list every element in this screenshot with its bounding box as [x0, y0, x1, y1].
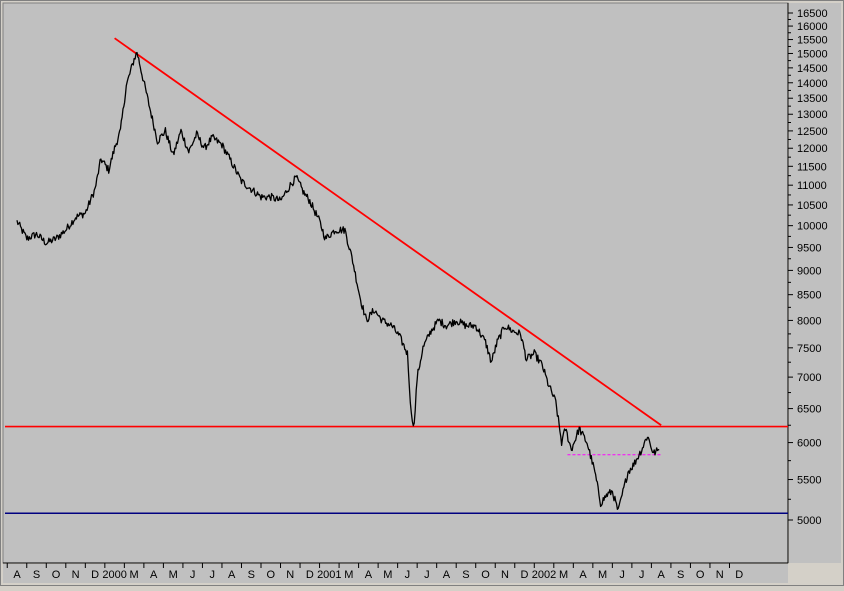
y-tick-label: 7500	[797, 343, 821, 355]
x-tick-label: J	[424, 569, 430, 581]
y-tick-label: 8500	[797, 290, 821, 302]
y-tick-label: 12000	[797, 143, 828, 155]
x-tick-label: M	[383, 569, 392, 581]
x-tick-label: O	[52, 569, 61, 581]
x-tick-label: D	[521, 569, 529, 581]
y-tick-label: 14000	[797, 78, 828, 90]
x-tick-label: S	[677, 569, 684, 581]
x-tick-label: J	[209, 569, 215, 581]
x-tick-label: J	[639, 569, 645, 581]
y-tick-label: 13000	[797, 109, 828, 121]
x-tick-label: J	[190, 569, 196, 581]
x-tick-label: A	[443, 569, 451, 581]
x-tick-label: J	[405, 569, 411, 581]
y-tick-label: 6000	[797, 438, 821, 450]
x-tick-label: S	[33, 569, 40, 581]
x-tick-label: A	[365, 569, 373, 581]
y-tick-label: 9500	[797, 242, 821, 254]
x-tick-label: N	[501, 569, 509, 581]
x-tick-label: A	[228, 569, 236, 581]
x-tick-label: O	[481, 569, 490, 581]
y-tick-label: 15500	[797, 35, 828, 47]
x-axis-band	[3, 564, 788, 583]
y-tick-label: 10500	[797, 200, 828, 212]
y-tick-label: 12500	[797, 126, 828, 138]
y-tick-label: 13500	[797, 93, 828, 105]
x-tick-label: 2001	[317, 569, 341, 581]
y-tick-label: 9000	[797, 265, 821, 277]
x-tick-label: A	[579, 569, 587, 581]
x-tick-label: S	[248, 569, 255, 581]
x-tick-label: A	[657, 569, 665, 581]
x-tick-label: O	[266, 569, 275, 581]
x-tick-label: S	[462, 569, 469, 581]
y-tick-label: 14500	[797, 63, 828, 75]
x-tick-label: M	[559, 569, 568, 581]
y-tick-label: 16500	[797, 8, 828, 20]
x-tick-label: O	[696, 569, 705, 581]
x-tick-label: 2002	[532, 569, 556, 581]
x-tick-label: N	[72, 569, 80, 581]
y-axis-band	[789, 3, 841, 563]
y-tick-label: 5500	[797, 475, 821, 487]
y-tick-label: 7000	[797, 372, 821, 384]
x-tick-label: A	[150, 569, 158, 581]
x-tick-label: N	[716, 569, 724, 581]
x-tick-label: M	[169, 569, 178, 581]
x-tick-label: M	[130, 569, 139, 581]
x-tick-label: A	[13, 569, 21, 581]
y-tick-label: 11000	[797, 180, 827, 192]
y-tick-label: 15000	[797, 48, 828, 60]
x-tick-label: 2000	[102, 569, 126, 581]
y-tick-label: 6500	[797, 404, 821, 416]
price-series-line	[16, 51, 660, 511]
y-tick-label: 11500	[797, 161, 827, 173]
y-tick-label: 5000	[797, 515, 821, 527]
x-tick-label: M	[344, 569, 353, 581]
x-tick-label: D	[91, 569, 99, 581]
downtrend-line	[114, 37, 662, 426]
x-tick-label: M	[598, 569, 607, 581]
x-tick-label: N	[286, 569, 294, 581]
plot-area	[2, 2, 789, 564]
x-tick-label: D	[735, 569, 743, 581]
y-tick-label: 16000	[797, 21, 828, 33]
y-tick-label: 8000	[797, 315, 821, 327]
x-tick-label: J	[619, 569, 625, 581]
y-tick-label: 10000	[797, 221, 828, 233]
x-tick-label: D	[306, 569, 314, 581]
